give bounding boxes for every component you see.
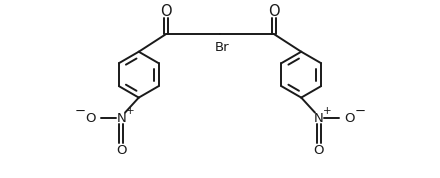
Text: O: O [344,112,355,125]
Text: O: O [85,112,96,125]
Text: Br: Br [215,41,230,54]
Text: N: N [116,112,126,125]
Text: +: + [323,106,332,116]
Text: +: + [126,106,135,116]
Text: O: O [268,4,280,19]
Text: O: O [314,144,324,157]
Text: −: − [355,105,366,118]
Text: O: O [160,4,172,19]
Text: −: − [74,105,85,118]
Text: O: O [116,144,126,157]
Text: N: N [314,112,324,125]
